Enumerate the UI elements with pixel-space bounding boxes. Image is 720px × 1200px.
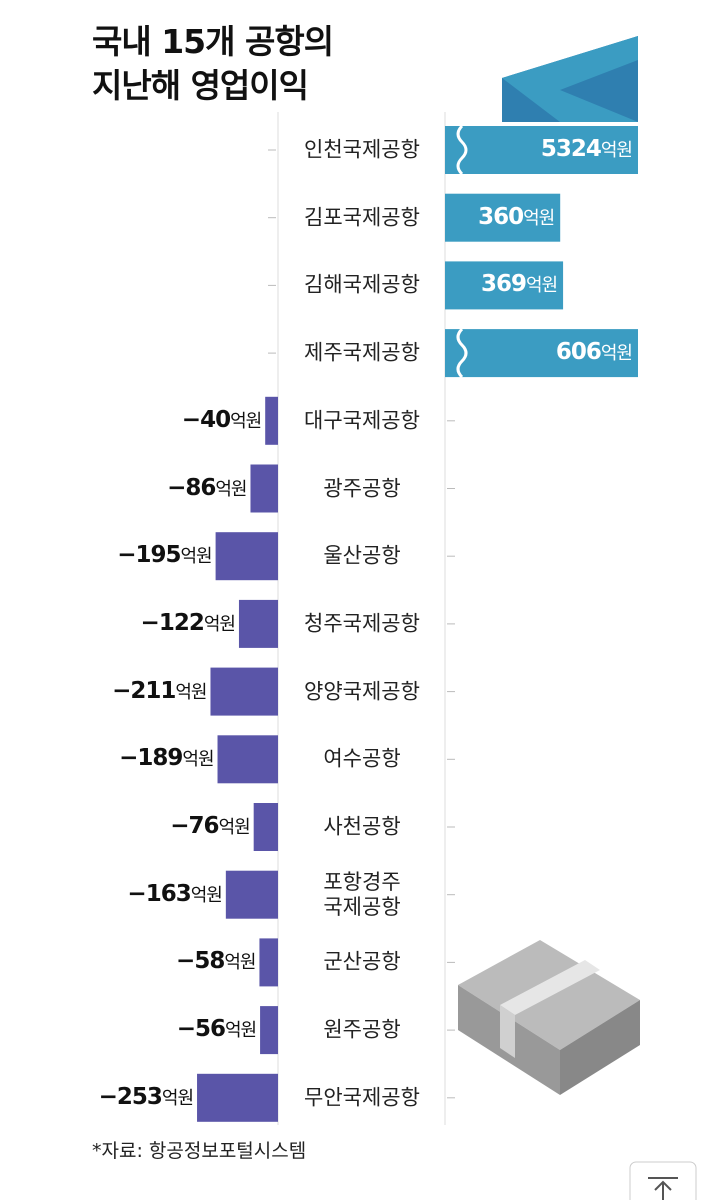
bar <box>210 667 278 716</box>
category-label: 청주국제공항 <box>304 611 420 636</box>
bar <box>445 193 561 242</box>
value-label: −211억원 <box>112 677 207 704</box>
value-label: −58억원 <box>176 948 256 975</box>
ribbon-decoration <box>502 36 638 122</box>
category-label: 군산공항 <box>323 949 401 974</box>
value-label: −195억원 <box>117 542 212 569</box>
category-label: 울산공항 <box>323 543 401 568</box>
chart-title: 국내 15개 공항의 지난해 영업이익 <box>92 22 334 105</box>
category-label: 양양국제공항 <box>304 679 420 704</box>
category-label: 무안국제공항 <box>304 1085 420 1110</box>
value-label: −40억원 <box>181 406 262 433</box>
bar <box>225 870 278 919</box>
bar <box>259 938 278 987</box>
bar <box>217 735 278 784</box>
value-label: −163억원 <box>127 880 222 907</box>
value-label: −86억원 <box>167 474 247 501</box>
value-label: 606억원 <box>555 339 633 366</box>
bar <box>445 261 564 310</box>
category-label: 광주공항 <box>323 476 401 500</box>
scroll-top-button[interactable] <box>629 1161 697 1200</box>
value-label: −189억원 <box>119 745 214 772</box>
bar <box>265 396 278 445</box>
value-label: −122억원 <box>140 609 236 636</box>
bar <box>238 599 278 648</box>
bar <box>253 803 278 851</box>
value-label: 5324억원 <box>540 136 633 162</box>
bar <box>250 464 278 513</box>
value-label: −56억원 <box>176 1016 257 1043</box>
category-label: 김포국제공항 <box>304 205 420 230</box>
value-label: 369억원 <box>480 271 558 298</box>
bar <box>260 1006 278 1055</box>
axis-break <box>456 328 468 379</box>
bar <box>445 126 638 174</box>
category-label: 여수공항 <box>323 746 401 771</box>
bar <box>197 1073 278 1122</box>
value-label: 360억원 <box>478 203 555 230</box>
category-label: 원주공항 <box>323 1017 401 1042</box>
source-note: *자료: 항공정보포털시스템 <box>92 1140 307 1162</box>
category-label: 대구국제공항 <box>304 408 420 433</box>
money-illustration <box>458 940 640 1095</box>
category-label: 사천공항 <box>323 814 401 839</box>
bar <box>445 329 638 378</box>
value-label: −253억원 <box>98 1083 194 1110</box>
value-label: −76억원 <box>170 813 250 839</box>
category-label: 인천국제공항 <box>304 137 420 162</box>
bar <box>215 532 278 581</box>
category-label: 김해국제공항 <box>304 272 420 297</box>
category-label: 제주국제공항 <box>304 340 420 365</box>
category-label: 포항경주 국제공항 <box>323 869 401 919</box>
axis-break <box>456 124 468 176</box>
